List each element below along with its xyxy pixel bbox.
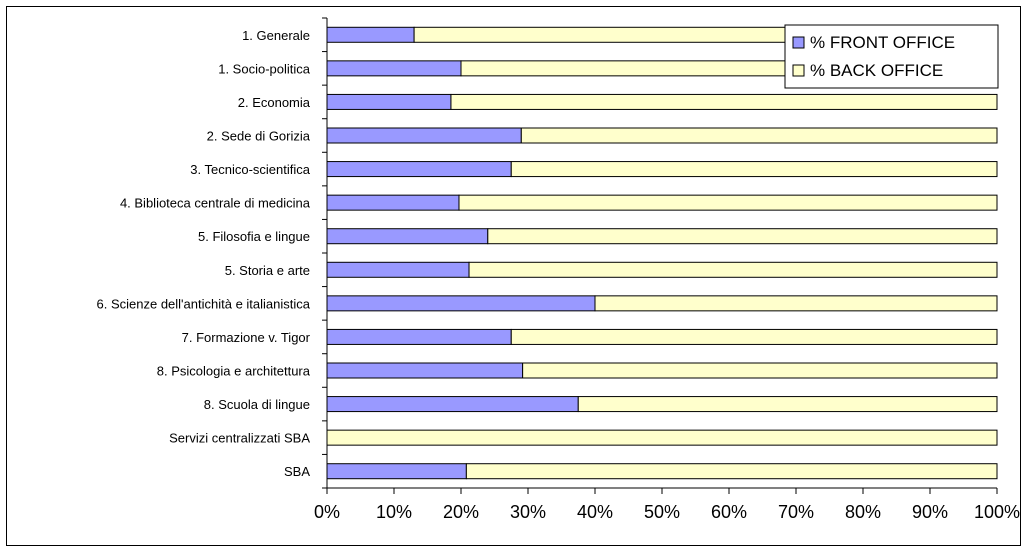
x-tick-label: 90% [912, 502, 948, 522]
legend-swatch-front-office [792, 36, 805, 49]
bar-front-office-sba [326, 463, 467, 480]
bar-front-office-2-economia [326, 93, 452, 110]
category-label: 8. Psicologia e architettura [157, 364, 311, 379]
x-tick-label: 100% [974, 502, 1020, 522]
legend-label-front-office: % FRONT OFFICE [810, 33, 955, 52]
category-label: 8. Scuola di lingue [204, 397, 310, 412]
legend-label-back-office: % BACK OFFICE [810, 61, 943, 80]
bar-back-office-sba [465, 463, 998, 480]
x-tick-label: 30% [510, 502, 546, 522]
category-label: 4. Biblioteca centrale di medicina [120, 196, 311, 211]
x-tick-label: 70% [778, 502, 814, 522]
category-label: 7. Formazione v. Tigor [182, 330, 311, 345]
bar-front-office-8-psicologia-e-architettura [326, 362, 524, 379]
x-tick-label: 20% [443, 502, 479, 522]
x-axis: 0% 10% 20% 30% 40% 50% 60% 70% 80% 90% 100% [314, 17, 1020, 522]
bar-front-office-1-generale [326, 26, 415, 43]
category-label: 1. Socio-politica [218, 61, 311, 76]
legend-swatch-back-office [792, 64, 805, 77]
category-label: 5. Storia e arte [225, 263, 310, 278]
bar-front-office-5-storia-e-arte [326, 261, 470, 278]
bar-front-office-8-scuola-di-lingue [326, 396, 579, 413]
bar-front-office-6-scienze-dell-antichita-e-italianistica [326, 295, 596, 312]
bar-front-office-1-socio-politica [326, 60, 462, 77]
x-tick-label: 60% [711, 502, 747, 522]
x-tick-label: 40% [577, 502, 613, 522]
category-label: 6. Scienze dell'antichità e italianistic… [97, 296, 311, 311]
bar-back-office-4-biblioteca-centrale-di-medicina [458, 194, 998, 211]
bar-front-office-4-biblioteca-centrale-di-medicina [326, 194, 460, 211]
bar-back-office-3-tecnico-scientifica [510, 161, 998, 178]
x-tick-label: 10% [376, 502, 412, 522]
bar-back-office-2-economia [450, 93, 998, 110]
category-label: 1. Generale [242, 28, 310, 43]
category-label: 2. Economia [238, 95, 311, 110]
category-label: 3. Tecnico-scientifica [190, 162, 310, 177]
bar-back-office-7-formazione-v-tigor [510, 328, 998, 345]
category-label: Servizi centralizzati SBA [169, 431, 310, 446]
bars-group [326, 26, 998, 480]
bar-back-office-servizi-centralizzati-sba [326, 429, 998, 446]
bar-front-office-3-tecnico-scientifica [326, 161, 512, 178]
bar-back-office-8-scuola-di-lingue [577, 396, 998, 413]
x-tick-label: 80% [845, 502, 881, 522]
legend: % FRONT OFFICE % BACK OFFICE [784, 24, 999, 89]
bar-front-office-2-sede-di-gorizia [326, 127, 522, 144]
bar-front-office-5-filosofia-e-lingue [326, 228, 489, 245]
legend-box [784, 24, 999, 89]
category-label: 5. Filosofia e lingue [198, 229, 310, 244]
category-labels: 1. Generale 1. Socio-politica 2. Economia 2… [97, 28, 311, 479]
x-tick-label: 50% [644, 502, 680, 522]
category-label: 2. Sede di Gorizia [207, 129, 311, 144]
bar-front-office-7-formazione-v-tigor [326, 328, 512, 345]
bar-back-office-5-filosofia-e-lingue [487, 228, 998, 245]
bar-back-office-6-scienze-dell-antichita-e-italianistica [594, 295, 998, 312]
bar-back-office-5-storia-e-arte [468, 261, 998, 278]
bar-back-office-8-psicologia-e-architettura [522, 362, 998, 379]
category-label: SBA [284, 464, 310, 479]
x-tick-label: 0% [314, 502, 340, 522]
bar-back-office-2-sede-di-gorizia [520, 127, 998, 144]
